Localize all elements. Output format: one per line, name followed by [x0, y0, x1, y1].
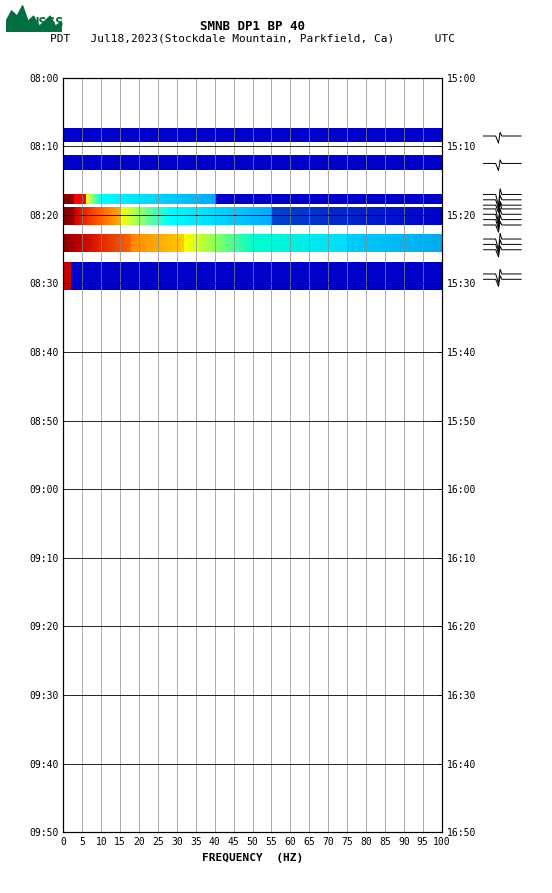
X-axis label: FREQUENCY  (HZ): FREQUENCY (HZ): [202, 853, 303, 863]
Text: USGS: USGS: [30, 16, 64, 30]
Text: SMNB DP1 BP 40: SMNB DP1 BP 40: [200, 20, 305, 33]
Text: PDT   Jul18,2023(Stockdale Mountain, Parkfield, Ca)      UTC: PDT Jul18,2023(Stockdale Mountain, Parkf…: [50, 34, 455, 44]
